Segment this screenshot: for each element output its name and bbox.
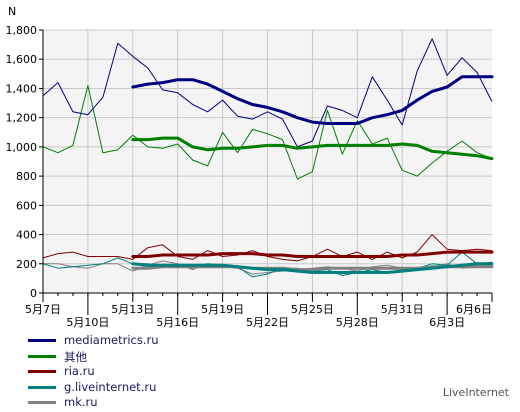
y-tick-label: 600 [16, 199, 37, 212]
series-line-average [131, 262, 494, 274]
x-tick-label: 5月10日 [66, 316, 109, 329]
legend-label: 其他 [64, 349, 87, 364]
x-tick-label: 5月28日 [336, 316, 379, 329]
legend-swatch [28, 354, 56, 358]
tick-labels: 0 200 400 600 800 1,000 1,200 1,400 1,600 1,800 5月… [6, 5, 493, 329]
legend-label: g.liveinternet.ru [64, 379, 157, 394]
legend-swatch [28, 385, 56, 389]
legend-label: mediametrics.ru [64, 333, 159, 347]
x-tick-label: 6月6日 [456, 303, 492, 316]
legend-label: mk.ru [64, 395, 98, 409]
x-tick-label: 6月3日 [429, 316, 465, 329]
legend-swatch [28, 339, 56, 342]
axes [39, 29, 493, 315]
y-tick-label: 200 [16, 258, 37, 271]
series-line-average [131, 75, 494, 125]
x-tick-label: 5月16日 [156, 316, 199, 329]
watermark: LiveInternet [442, 386, 509, 399]
x-tick-label: 5月7日 [25, 303, 61, 316]
y-tick-label: 1,400 [6, 82, 38, 95]
y-tick-label: 800 [16, 170, 37, 183]
y-tick-label: 1,200 [6, 112, 38, 125]
y-tick-label: 400 [16, 229, 37, 242]
x-tick-label: 5月22日 [246, 316, 289, 329]
y-tick-label: 1,800 [6, 24, 38, 37]
series-line-average [131, 250, 494, 258]
x-tick-label: 5月25日 [291, 303, 334, 316]
x-tick-label: 5月13日 [111, 303, 154, 316]
grid [43, 29, 492, 293]
line-chart: 0 200 400 600 800 1,000 1,200 1,400 1,600 1,800 5月… [6, 5, 494, 329]
legend-swatch [28, 401, 56, 404]
y-tick-label: 1,600 [6, 53, 38, 66]
x-tick-label: 5月19日 [201, 303, 244, 316]
y-tick-label: 0 [30, 287, 37, 300]
series-line-daily [42, 85, 493, 180]
x-tick-label: 5月31日 [381, 303, 424, 316]
legend-swatch [28, 370, 56, 373]
series-line-daily [42, 38, 493, 148]
series-line-average [131, 136, 494, 161]
legend-label: ria.ru [64, 364, 95, 378]
y-axis-label: N [8, 5, 16, 18]
series-group [42, 38, 494, 278]
y-tick-label: 1,000 [6, 141, 38, 154]
